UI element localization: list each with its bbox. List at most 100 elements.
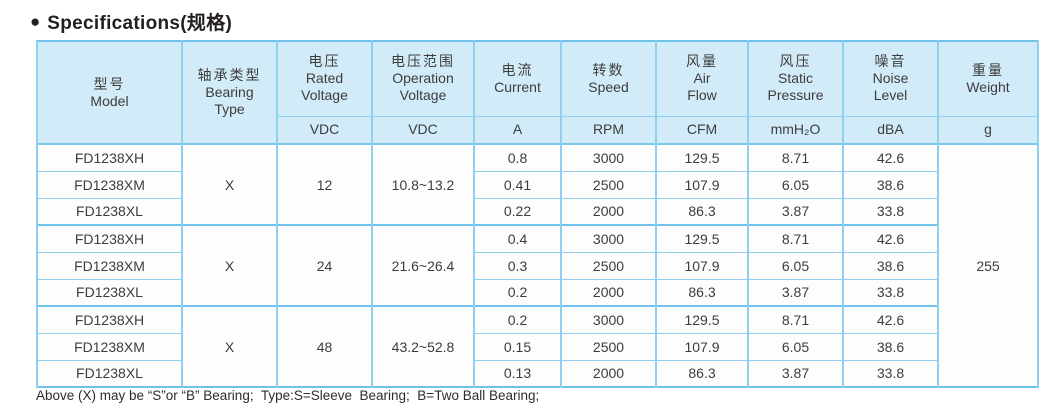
header-air-flow-en: Air Flow	[687, 70, 717, 104]
noise-cell: 42.6	[842, 305, 939, 334]
noise-cell: 42.6	[842, 143, 939, 172]
model-cell: FD1238XM	[36, 251, 183, 280]
units-row: VDC VDC A RPM CFM mmH₂O dBA g	[37, 115, 1039, 145]
unit-static-pressure: mmH₂O	[747, 115, 844, 145]
bullet-icon: ●	[30, 12, 41, 31]
rated-voltage-cell: 48	[276, 305, 373, 388]
unit-air-flow: CFM	[655, 115, 749, 145]
header-bearing-type-zh: 轴承类型	[197, 67, 262, 83]
noise-cell: 33.8	[842, 197, 939, 226]
current-cell: 0.3	[473, 251, 562, 280]
noise-cell: 33.8	[842, 278, 939, 307]
speed-cell: 2500	[560, 332, 657, 361]
noise-cell: 33.8	[842, 359, 939, 388]
air-flow-cell: 129.5	[655, 305, 749, 334]
noise-cell: 38.6	[842, 251, 939, 280]
model-cell: FD1238XL	[36, 278, 183, 307]
header-noise-level-en: Noise Level	[872, 70, 909, 104]
rated-voltage-cell: 24	[276, 224, 373, 307]
header-current-en: Current	[494, 78, 541, 95]
table-row: FD1238XH X 24 21.6~26.4 0.4 3000 129.5 8…	[36, 224, 1038, 307]
current-cell: 0.41	[473, 170, 562, 199]
model-cell: FD1238XM	[36, 332, 183, 361]
weight-cell: 255	[937, 143, 1039, 388]
static-pressure-cell: 3.87	[747, 197, 844, 226]
current-cell: 0.15	[473, 332, 562, 361]
air-flow-cell: 129.5	[655, 224, 749, 253]
model-cell: FD1238XH	[36, 224, 183, 253]
air-flow-cell: 107.9	[655, 170, 749, 199]
current-cell: 0.2	[473, 278, 562, 307]
speed-cell: 2500	[560, 170, 657, 199]
current-cell: 0.2	[473, 305, 562, 334]
header-air-flow-zh: 风量	[686, 53, 718, 70]
table-row: FD1238XH X 12 10.8~13.2 0.8 3000 129.5 8…	[36, 143, 1039, 388]
rated-voltage-cell: 12	[276, 143, 373, 226]
model-cell: FD1238XH	[36, 305, 183, 334]
unit-weight: g	[937, 115, 1039, 145]
header-weight-zh: 重量	[972, 61, 1004, 78]
header-rated-voltage-zh: 电压	[308, 53, 341, 70]
header-noise-level: 噪音 Noise Level	[842, 40, 939, 117]
bearing-cell: X	[181, 224, 278, 307]
unit-noise-level: dBA	[842, 115, 939, 145]
speed-cell: 2000	[560, 359, 657, 388]
unit-operation-voltage: VDC	[371, 115, 475, 145]
unit-rated-voltage: VDC	[276, 115, 373, 145]
current-cell: 0.13	[473, 359, 562, 388]
speed-cell: 2000	[560, 278, 657, 307]
air-flow-cell: 107.9	[655, 251, 749, 280]
header-model-zh: 型号	[93, 75, 126, 92]
bearing-cell: X	[181, 305, 278, 388]
speed-cell: 3000	[560, 143, 657, 172]
page-title-text: Specifications(规格)	[47, 13, 233, 34]
header-bearing-type-en: Bearing Type	[205, 84, 254, 117]
header-model-en: Model	[90, 92, 129, 109]
header-rated-voltage: 电压 Rated Voltage	[276, 40, 373, 117]
static-pressure-cell: 8.71	[747, 305, 844, 334]
speed-cell: 2500	[560, 251, 657, 280]
current-cell: 0.4	[473, 224, 562, 253]
unit-current: A	[473, 115, 562, 145]
model-cell: FD1238XM	[36, 170, 183, 199]
header-speed: 转数 Speed	[560, 40, 657, 117]
header-noise-level-zh: 噪音	[874, 53, 907, 70]
speed-cell: 3000	[560, 224, 657, 253]
header-speed-zh: 转数	[592, 61, 625, 78]
speed-cell: 2000	[560, 197, 657, 226]
header-row: 型号 Model 轴承类型 Bearing Type 电压 Rated Volt…	[36, 40, 1039, 145]
model-cell: FD1238XL	[36, 197, 183, 226]
header-operation-voltage-en: Operation Voltage	[392, 70, 454, 104]
model-cell: FD1238XL	[36, 359, 183, 388]
noise-cell: 38.6	[842, 332, 939, 361]
header-static-pressure-en: Static Pressure	[767, 70, 824, 104]
header-static-pressure: 风压 Static Pressure	[747, 40, 844, 117]
header-rated-voltage-en: Rated Voltage	[301, 70, 348, 104]
air-flow-cell: 86.3	[655, 359, 749, 388]
bearing-footnote: Above (X) may be “S”or “B” Bearing; Type…	[36, 388, 540, 403]
speed-cell: 3000	[560, 305, 657, 334]
unit-speed: RPM	[560, 115, 657, 145]
static-pressure-cell: 3.87	[747, 278, 844, 307]
noise-cell: 42.6	[842, 224, 939, 253]
current-cell: 0.8	[473, 143, 562, 172]
static-pressure-cell: 6.05	[747, 332, 844, 361]
operation-voltage-cell: 21.6~26.4	[371, 224, 475, 307]
static-pressure-cell: 6.05	[747, 170, 844, 199]
header-weight: 重量 Weight	[937, 40, 1039, 117]
header-speed-en: Speed	[588, 78, 629, 95]
noise-cell: 38.6	[842, 170, 939, 199]
air-flow-cell: 107.9	[655, 332, 749, 361]
header-current-zh: 电流	[501, 61, 534, 78]
header-current: 电流 Current	[473, 40, 562, 117]
bearing-cell: X	[181, 143, 278, 226]
static-pressure-cell: 8.71	[747, 224, 844, 253]
header-weight-en: Weight	[966, 78, 1010, 95]
static-pressure-cell: 3.87	[747, 359, 844, 388]
header-static-pressure-zh: 风压	[779, 53, 812, 70]
header-bearing-type: 轴承类型 Bearing Type	[181, 40, 278, 145]
header-operation-voltage: 电压范围 Operation Voltage	[371, 40, 475, 117]
air-flow-cell: 86.3	[655, 197, 749, 226]
operation-voltage-cell: 43.2~52.8	[371, 305, 475, 388]
